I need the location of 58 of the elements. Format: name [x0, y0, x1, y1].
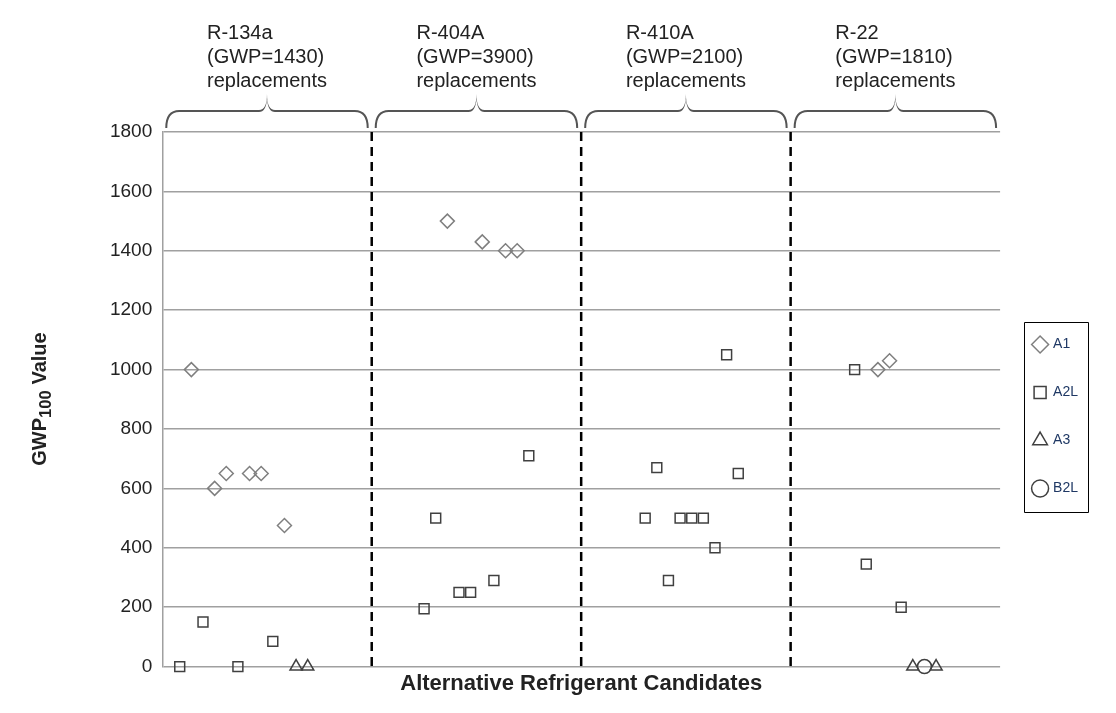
y-tick-label: 800 — [120, 417, 153, 439]
point — [674, 512, 686, 524]
point — [439, 213, 456, 229]
point — [174, 660, 186, 673]
y-tick-label: 600 — [120, 476, 153, 498]
text: R-410A (GWP=2100) replacements — [625, 20, 746, 92]
point — [662, 574, 675, 587]
legend-label: A2L — [1053, 383, 1079, 400]
point — [709, 542, 721, 554]
point — [732, 467, 744, 480]
point — [418, 602, 430, 615]
point — [697, 512, 710, 524]
y-tick-label: 200 — [120, 595, 153, 617]
text: R-404A (GWP=3900) replacements — [416, 20, 537, 92]
point — [929, 658, 943, 671]
point — [523, 450, 535, 462]
point — [509, 243, 525, 259]
point — [276, 517, 293, 534]
point — [651, 461, 663, 474]
point — [906, 658, 920, 671]
legend-label: A3 — [1053, 431, 1071, 448]
y-tick-label: 0 — [141, 654, 153, 676]
point — [197, 616, 209, 628]
point — [895, 601, 907, 613]
legend-label: B2L — [1053, 479, 1079, 496]
y-tick-label: 1200 — [109, 298, 153, 320]
point — [232, 660, 244, 673]
legend-label: A1 — [1053, 335, 1071, 352]
point — [218, 465, 235, 482]
text: R-22 (GWP=1810) replacements — [835, 20, 956, 92]
point — [639, 512, 651, 524]
point — [497, 243, 514, 259]
point — [916, 658, 933, 675]
point — [253, 465, 269, 482]
y-tick-label: 1600 — [109, 179, 153, 201]
point — [488, 574, 500, 587]
point — [720, 349, 733, 361]
point — [183, 361, 200, 378]
point — [206, 480, 223, 497]
point — [289, 658, 303, 671]
point — [430, 512, 442, 524]
y-tick-label: 1000 — [109, 357, 153, 379]
y-tick-label: 400 — [120, 536, 153, 558]
point — [860, 558, 872, 570]
point — [686, 512, 698, 524]
point — [453, 586, 465, 599]
text: R-134a (GWP=1430) replacements — [206, 20, 328, 92]
x-axis-title: Alternative Refrigerant Candidates — [400, 669, 763, 695]
point — [474, 234, 491, 250]
point — [464, 586, 477, 599]
y-tick-label: 1800 — [109, 120, 153, 142]
point — [241, 465, 258, 482]
y-tick-label: 1400 — [109, 239, 153, 261]
point — [870, 361, 886, 378]
point — [881, 352, 898, 369]
point — [848, 363, 861, 376]
point — [267, 635, 279, 648]
point — [300, 658, 315, 671]
